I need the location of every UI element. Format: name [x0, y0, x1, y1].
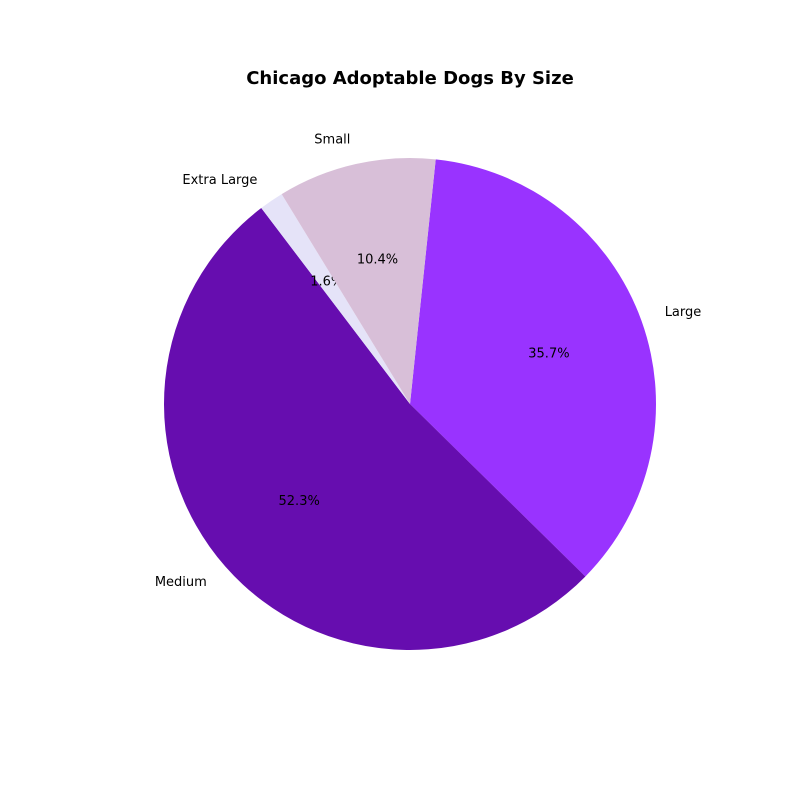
slice-label-large: Large	[665, 305, 702, 320]
slice-label-medium: Medium	[155, 575, 207, 590]
percent-label-medium: 52.3%	[279, 494, 320, 509]
percent-label-small: 10.4%	[357, 253, 398, 268]
pie-slice-small	[281, 158, 436, 404]
pie-slice-large	[410, 159, 656, 577]
slice-label-small: Small	[314, 133, 350, 148]
pie-slice-extra-large	[261, 194, 410, 404]
percent-label-large: 35.7%	[528, 347, 569, 362]
chart-title: Chicago Adoptable Dogs By Size	[246, 68, 574, 89]
slice-label-extra-large: Extra Large	[182, 173, 257, 188]
pie-slice-medium	[163, 208, 586, 651]
